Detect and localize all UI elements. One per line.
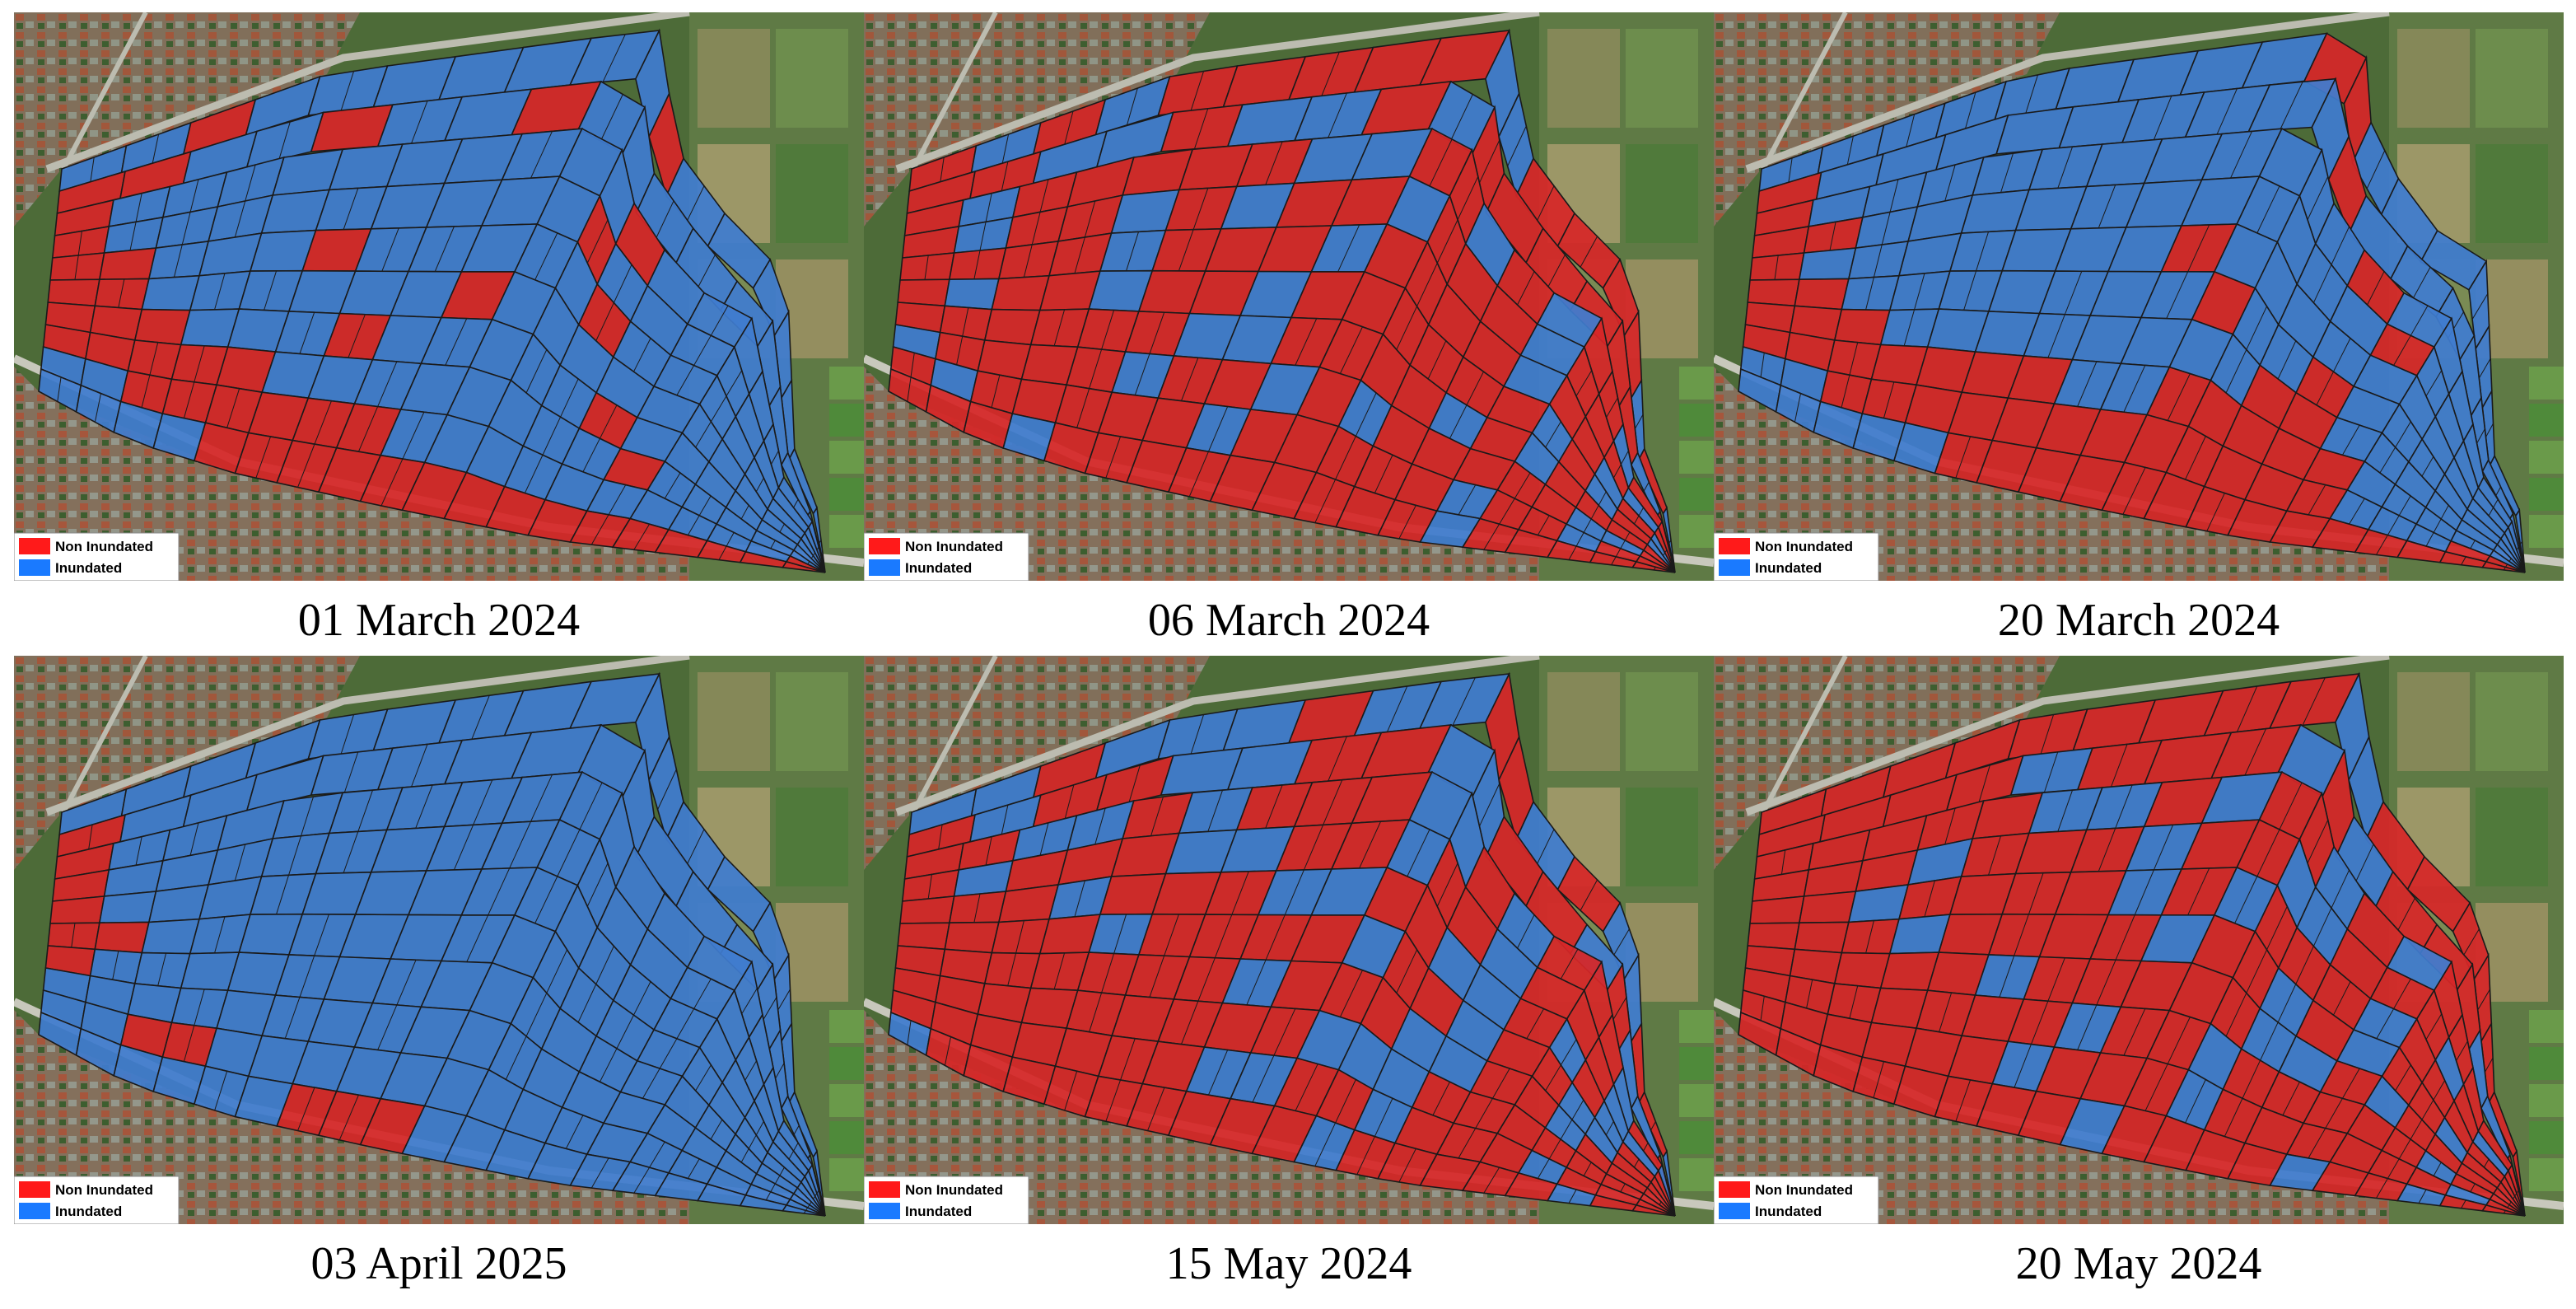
inundation-map-2: Non Inundated Inundated xyxy=(864,12,1714,581)
inundated-swatch xyxy=(869,559,900,576)
map-legend: Non Inundated Inundated xyxy=(864,532,1029,581)
inundated-plot xyxy=(812,506,826,573)
legend-inundated-label: Inundated xyxy=(55,560,122,576)
inundated-swatch xyxy=(869,1203,900,1219)
map-legend: Non Inundated Inundated xyxy=(864,1176,1029,1224)
map-legend: Non Inundated Inundated xyxy=(14,532,180,581)
map-panel-5: Non Inundated Inundated 15 May 2024 xyxy=(864,656,1714,1303)
field-grid xyxy=(888,28,1676,573)
non-inundated-swatch xyxy=(869,538,900,554)
legend-non-inundated-label: Non Inundated xyxy=(1755,539,1853,554)
inundation-map-5: Non Inundated Inundated xyxy=(864,656,1714,1224)
legend-inundated-label: Inundated xyxy=(905,560,972,576)
non-inundated-plot xyxy=(1631,1204,1676,1217)
inundated-plot xyxy=(1798,247,1857,281)
non-inundated-plot xyxy=(1747,922,1800,951)
inundation-map-4: Non Inundated Inundated xyxy=(14,656,864,1224)
map-panel-3: Non Inundated Inundated 20 March 2024 xyxy=(1714,12,2564,660)
map-legend: Non Inundated Inundated xyxy=(14,1176,180,1224)
non-inundated-plot xyxy=(1798,891,1857,924)
legend-non-inundated-label: Non Inundated xyxy=(55,539,153,554)
legend-non-inundated-label: Non Inundated xyxy=(905,1182,1003,1198)
non-inundated-plot xyxy=(98,247,157,281)
non-inundated-plot xyxy=(897,278,950,307)
field-grid xyxy=(38,671,826,1217)
non-inundated-plot xyxy=(1794,278,1850,311)
non-inundated-plot xyxy=(991,274,1051,311)
non-inundated-plot xyxy=(49,252,105,281)
inundated-swatch xyxy=(19,559,50,576)
map-date-caption: 03 April 2025 xyxy=(310,1238,567,1289)
non-inundated-swatch xyxy=(1719,1181,1750,1198)
non-inundated-plot xyxy=(1749,895,1805,924)
map-panel-4: Non Inundated Inundated 03 April 2025 xyxy=(14,656,864,1303)
map-panel-2: Non Inundated Inundated 06 March 2024 xyxy=(864,12,1714,660)
inundation-map-1: Non Inundated Inundated xyxy=(14,12,864,581)
legend-non-inundated-label: Non Inundated xyxy=(905,539,1003,554)
inundation-map-6: Non Inundated Inundated xyxy=(1714,656,2564,1224)
legend-inundated-label: Inundated xyxy=(1755,1204,1822,1219)
non-inundated-plot xyxy=(782,560,826,573)
non-inundated-plot xyxy=(47,278,100,307)
legend-inundated-label: Inundated xyxy=(55,1204,122,1219)
map-legend: Non Inundated Inundated xyxy=(1714,532,1879,581)
field-grid xyxy=(888,671,1676,1217)
legend-non-inundated-label: Non Inundated xyxy=(55,1182,153,1198)
inundated-plot xyxy=(944,278,1000,311)
map-date-caption: 20 March 2024 xyxy=(1997,595,2280,646)
non-inundated-plot xyxy=(944,921,1000,954)
inundated-plot xyxy=(141,274,201,311)
non-inundated-plot xyxy=(1747,278,1800,307)
non-inundated-plot xyxy=(49,895,105,924)
map-date-caption: 06 March 2024 xyxy=(1147,595,1430,646)
non-inundated-plot xyxy=(1794,921,1850,954)
legend-non-inundated-label: Non Inundated xyxy=(1755,1182,1853,1198)
non-inundated-plot xyxy=(899,895,955,924)
non-inundated-plot xyxy=(897,922,950,951)
inundated-plot xyxy=(812,1149,826,1217)
map-legend: Non Inundated Inundated xyxy=(1714,1176,1879,1224)
inundated-plot xyxy=(1662,1149,1676,1217)
non-inundated-swatch xyxy=(19,1181,50,1198)
non-inundated-swatch xyxy=(19,538,50,554)
field-grid xyxy=(1738,32,2526,573)
legend-inundated-label: Inundated xyxy=(905,1204,972,1219)
legend-inundated-label: Inundated xyxy=(1755,560,1822,576)
map-panel-6: Non Inundated Inundated 20 May 2024 xyxy=(1714,656,2564,1303)
field-grid xyxy=(1738,671,2526,1217)
map-date-caption: 01 March 2024 xyxy=(297,595,581,646)
inundation-map-3: Non Inundated Inundated xyxy=(1714,12,2564,581)
non-inundated-plot xyxy=(2512,1149,2526,1217)
non-inundated-plot xyxy=(47,922,100,951)
non-inundated-swatch xyxy=(1719,538,1750,554)
inundated-swatch xyxy=(19,1203,50,1219)
non-inundated-plot xyxy=(899,252,955,281)
inundated-swatch xyxy=(1719,559,1750,576)
inundated-plot xyxy=(141,918,201,955)
inundated-swatch xyxy=(1719,1203,1750,1219)
map-panel-1: Non Inundated Inundated 01 March 2024 xyxy=(14,12,864,660)
non-inundated-swatch xyxy=(869,1181,900,1198)
non-inundated-plot xyxy=(94,278,150,311)
inundated-plot xyxy=(98,891,157,924)
field-grid xyxy=(38,28,826,573)
non-inundated-plot xyxy=(94,921,150,954)
map-date-caption: 20 May 2024 xyxy=(2015,1238,2262,1289)
non-inundated-plot xyxy=(1749,252,1805,281)
map-date-caption: 15 May 2024 xyxy=(1165,1238,1412,1289)
inundated-plot xyxy=(1662,506,1676,573)
